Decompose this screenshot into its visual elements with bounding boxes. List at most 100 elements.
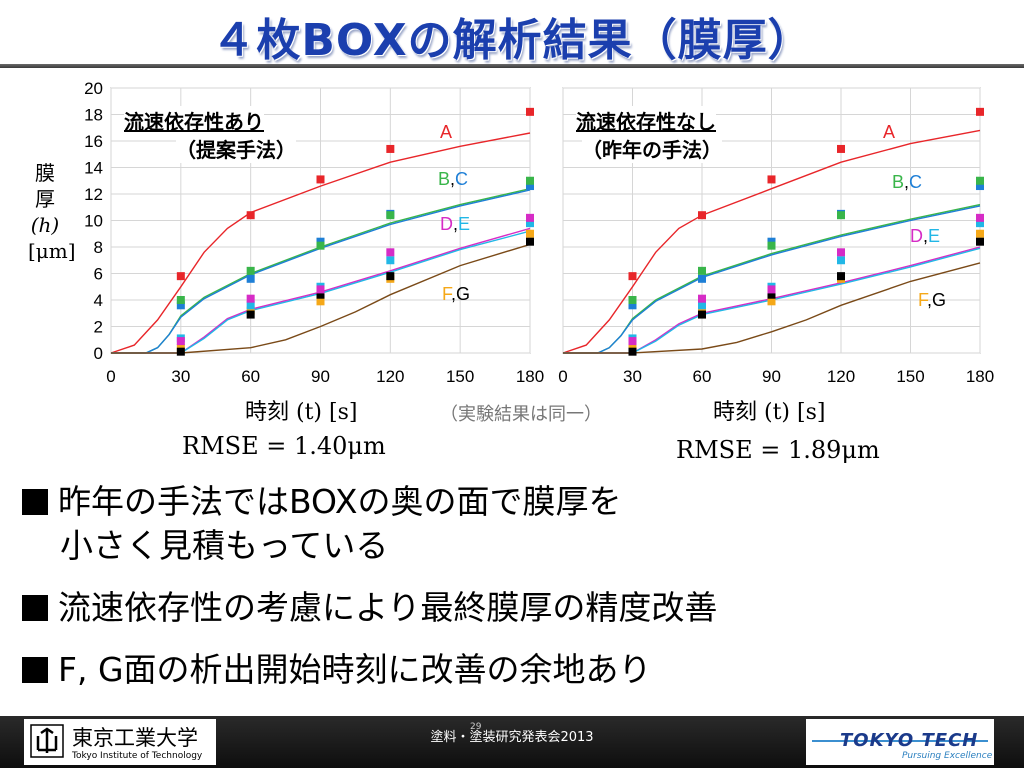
- university-emblem-icon: [30, 724, 64, 758]
- data-point-g: [386, 272, 395, 281]
- y-tick-label: 6: [94, 265, 103, 284]
- y-tick-label: 20: [84, 79, 103, 98]
- y-tick-label: 0: [94, 344, 103, 363]
- data-point-f: [316, 297, 325, 306]
- chart-right-subtitle: （昨年の手法）: [582, 134, 722, 163]
- data-point-g: [628, 347, 637, 356]
- data-point-f: [976, 229, 984, 238]
- data-point-a: [767, 175, 776, 184]
- x-tick-label: 120: [376, 367, 404, 386]
- data-point-c: [526, 182, 534, 191]
- data-point-b: [386, 211, 395, 220]
- y-tick-label: 4: [94, 291, 103, 310]
- data-point-c: [976, 182, 984, 191]
- data-point-a: [526, 107, 534, 116]
- tokyo-tech-tagline: Pursuing Excellence: [902, 751, 993, 761]
- bullet-text-continued: 小さく見積もっている: [60, 526, 389, 565]
- x-tick-label: 90: [762, 367, 781, 386]
- y-axis-label-line2: 厚: [35, 187, 55, 211]
- data-point-f: [526, 229, 534, 238]
- data-point-d: [698, 294, 706, 303]
- y-axis-label-line3: (h): [30, 213, 60, 237]
- y-axis-label-line4: [μm]: [28, 239, 76, 263]
- data-point-e: [386, 256, 395, 265]
- data-point-c: [176, 301, 185, 310]
- y-tick-label: 8: [94, 238, 103, 257]
- y-tick-label: 16: [84, 132, 103, 151]
- x-tick-label: 150: [896, 367, 924, 386]
- data-point-f: [767, 297, 776, 306]
- chart-right-svg: 0 30 60 90 120 150 180 A B,C D,E F,G: [558, 87, 994, 386]
- chart-left-subtitle: （提案手法）: [176, 134, 296, 163]
- data-point-d: [628, 337, 637, 346]
- bullet-text: 昨年の手法ではBOXの奥の面で膜厚を: [58, 482, 622, 521]
- data-point-d: [176, 337, 185, 346]
- data-point-a: [628, 272, 637, 281]
- data-point-e: [526, 219, 534, 228]
- data-point-d: [386, 248, 395, 257]
- y-tick-label: 10: [84, 212, 103, 231]
- same-experiment-note: （実験結果は同一）: [440, 404, 602, 425]
- data-point-d: [526, 213, 534, 222]
- series-label-de: D,E: [440, 214, 470, 234]
- bullet-item: 昨年の手法ではBOXの奥の面で膜厚を 小さく見積もっている: [22, 480, 1012, 568]
- data-point-c: [628, 301, 637, 310]
- x-tick-label: 60: [241, 367, 260, 386]
- series-label-a: A: [440, 122, 452, 142]
- x-tick-label: 180: [966, 367, 994, 386]
- bullet-square-icon: [22, 489, 48, 515]
- y-tick-label: 2: [94, 318, 103, 337]
- data-point-a: [386, 144, 395, 153]
- x-tick-label: 60: [693, 367, 712, 386]
- y-axis-label: 膜 厚 (h) [μm]: [28, 160, 76, 264]
- data-point-b: [767, 241, 776, 250]
- data-point-d: [316, 285, 325, 294]
- data-point-a: [698, 211, 706, 220]
- data-point-a: [246, 211, 255, 220]
- bullet-square-icon: [22, 595, 48, 621]
- data-point-b: [176, 296, 185, 304]
- rmse-left: RMSE = 1.40μm: [182, 432, 386, 460]
- page-number: 29: [470, 722, 482, 732]
- data-point-g: [526, 237, 534, 246]
- data-point-g: [316, 290, 325, 299]
- series-label-a: A: [883, 122, 895, 142]
- x-tick-label: 120: [827, 367, 855, 386]
- data-point-g: [976, 237, 984, 246]
- data-point-d: [246, 294, 255, 303]
- data-point-a: [176, 272, 185, 281]
- data-point-d: [837, 248, 845, 257]
- x-axis-label-right: 時刻 (t) [s]: [713, 400, 826, 425]
- series-label-bc: B,C: [438, 169, 468, 189]
- data-point-b: [316, 241, 325, 250]
- data-point-d: [767, 285, 776, 294]
- tokyo-tech-brand: TOKYO TECH: [840, 730, 979, 751]
- data-point-e: [837, 256, 845, 265]
- series-label-bc: B,C: [892, 172, 922, 192]
- data-point-g: [246, 310, 255, 319]
- event-name: 塗料・塗装研究発表会2013: [430, 730, 594, 745]
- x-tick-label: 180: [516, 367, 544, 386]
- bullet-item: F, G面の析出開始時刻に改善の余地あり: [22, 648, 1012, 692]
- chart-without-flow-dependency: 0 30 60 90 120 150 180 A B,C D,E F,G 流速依存性なし （昨年の手…: [540, 70, 1024, 465]
- x-axis-label-left: 時刻 (t) [s]: [245, 400, 358, 425]
- data-point-c: [698, 274, 706, 283]
- fit-curve-c: [111, 189, 531, 354]
- data-point-e: [976, 219, 984, 228]
- data-point-g: [767, 290, 776, 299]
- fit-curve-a: [562, 129, 981, 354]
- data-point-g: [837, 272, 845, 281]
- slide-title: ４枚BOXの解析結果（膜厚）: [211, 15, 813, 66]
- y-tick-label: 18: [84, 106, 103, 125]
- bullet-text: 流速依存性の考慮により最終膜厚の精度改善: [58, 588, 718, 627]
- fit-curve-a: [110, 132, 531, 354]
- data-point-b: [698, 266, 706, 275]
- data-point-b: [976, 176, 984, 185]
- data-point-b: [526, 176, 534, 185]
- y-tick-label: 14: [84, 159, 103, 178]
- x-tick-label: 0: [558, 367, 567, 386]
- chart-with-flow-dependency: 0 2 4 6 8 10 12 14 16 18 20 0 30 60 90 120 150 180 A B,C D,E…: [60, 70, 560, 465]
- data-point-c: [246, 274, 255, 283]
- x-tick-label: 150: [446, 367, 474, 386]
